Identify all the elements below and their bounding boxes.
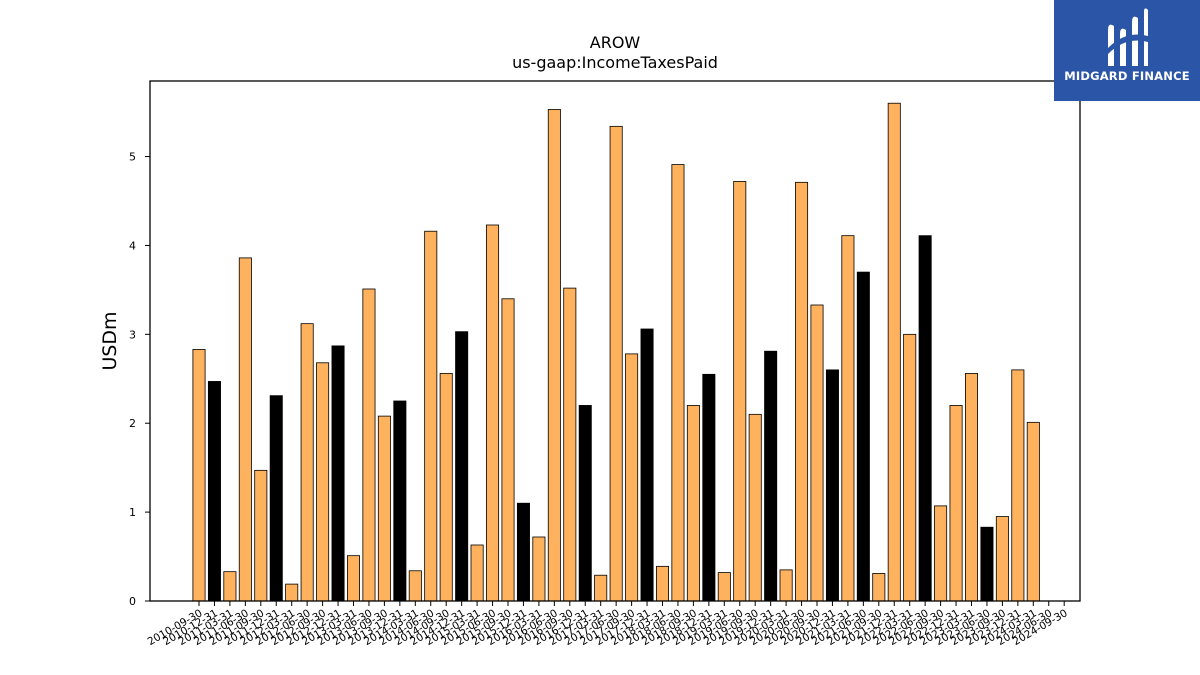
bar: [285, 583, 299, 602]
bar: [594, 574, 608, 602]
bar: [470, 544, 484, 602]
y-tick-label: 1: [129, 506, 136, 519]
chart-title: AROW: [590, 33, 641, 52]
bar: [733, 181, 747, 602]
bar: [671, 164, 685, 602]
bar: [501, 298, 515, 602]
bar: [686, 405, 700, 602]
bar: [903, 333, 917, 602]
bar: [377, 415, 391, 602]
bar: [393, 400, 407, 602]
bar: [486, 224, 500, 602]
bar: [269, 395, 283, 602]
y-tick-label: 4: [129, 239, 136, 252]
bar: [331, 345, 345, 602]
bar: [578, 405, 592, 602]
bar: [532, 536, 546, 602]
bar: [254, 469, 268, 602]
bar: [316, 362, 330, 602]
plot-frame: [149, 80, 1081, 602]
y-tick-label: 0: [129, 595, 136, 608]
bar: [702, 373, 716, 602]
bar: [795, 181, 809, 602]
bar: [841, 235, 855, 602]
bar: [980, 526, 994, 602]
bar: [1011, 369, 1025, 602]
brand-name: MIDGARD FINANCE: [1064, 69, 1190, 83]
bar: [238, 257, 252, 602]
bar: [640, 328, 654, 602]
chart-subtitle: us-gaap:IncomeTaxesPaid: [512, 53, 718, 72]
bar: [918, 235, 932, 602]
y-axis: 0 1 2 3 4 5: [129, 151, 150, 608]
bar: [995, 516, 1009, 602]
bar: [934, 505, 948, 602]
bar: [563, 287, 577, 602]
y-tick-label: 5: [129, 151, 136, 164]
midgard-logo-icon: [1108, 8, 1148, 67]
bar: [949, 405, 963, 602]
bar: [764, 350, 778, 602]
bar: [965, 373, 979, 602]
bar: [439, 373, 453, 602]
bars-group: [192, 102, 1040, 602]
bar: [516, 502, 530, 602]
bar: [547, 109, 561, 602]
bar: [625, 353, 639, 602]
bar: [717, 572, 731, 602]
bar: [656, 565, 670, 602]
bar: [192, 349, 206, 602]
x-axis: 2010-09-302010-12-312011-03-312011-06-30…: [146, 601, 1070, 648]
bar: [424, 230, 438, 602]
bar: [346, 555, 360, 602]
bar: [207, 381, 221, 602]
y-axis-label: USDm: [99, 311, 121, 370]
bar: [1026, 421, 1040, 602]
bar: [748, 413, 762, 602]
bar: [825, 369, 839, 602]
bar: [887, 102, 901, 602]
bar: [408, 570, 422, 602]
bar: [810, 304, 824, 602]
bar: [856, 271, 870, 602]
bar: [779, 569, 793, 602]
y-tick-label: 3: [129, 328, 136, 341]
bar: [609, 125, 623, 602]
bar: [300, 323, 314, 602]
brand-logo: MIDGARD FINANCE: [1054, 0, 1200, 101]
y-tick-label: 2: [129, 417, 136, 430]
bar: [872, 573, 886, 602]
bar: [223, 571, 237, 602]
bar: [362, 288, 376, 602]
bar: [455, 331, 469, 602]
